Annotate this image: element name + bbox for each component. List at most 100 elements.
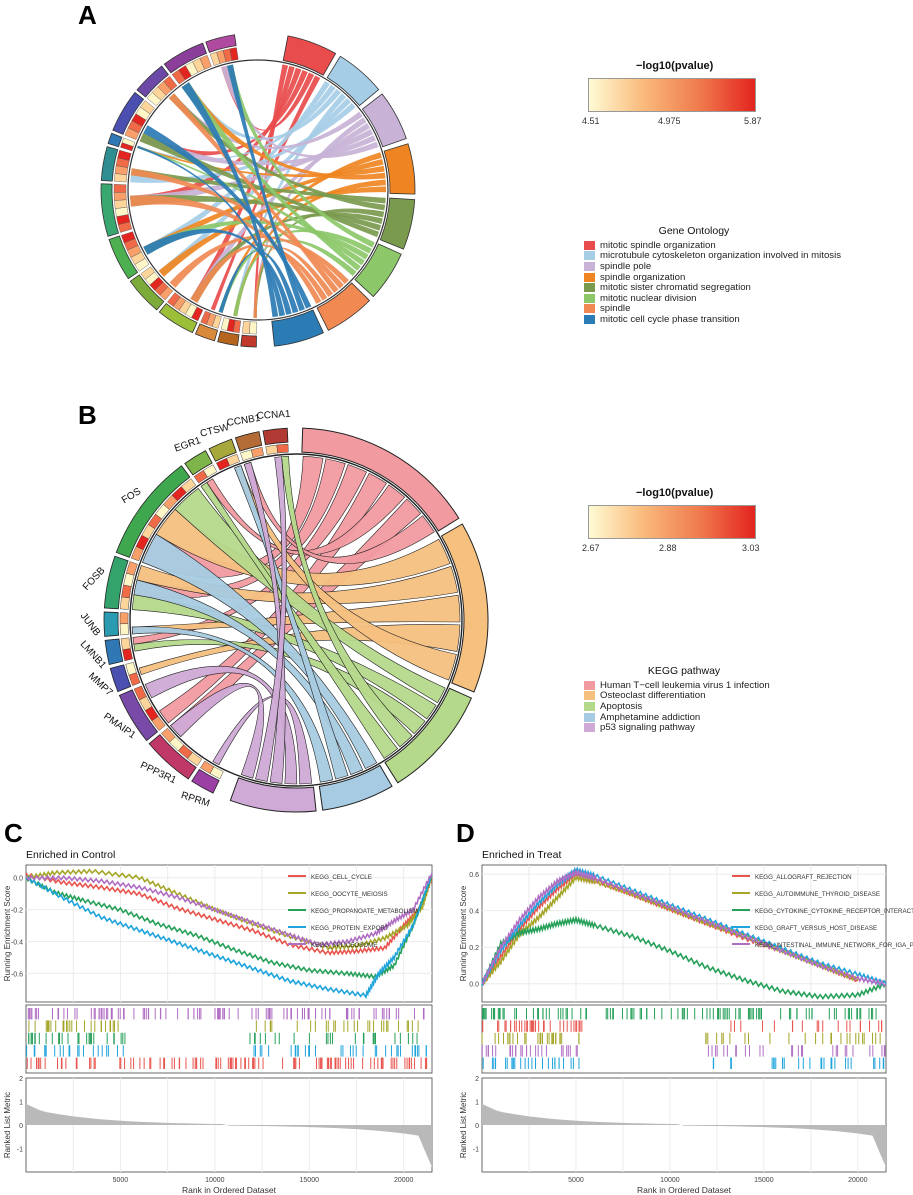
gene-sector [129,274,165,311]
inner-ring [127,59,389,321]
panel-label-b: B [78,400,97,430]
kegg-ribbon [142,533,378,770]
y2-axis-label: Ranked List Metric [3,1092,12,1158]
heat-cell [161,727,176,743]
legend-go-label: mitotic cell cycle phase transition [600,313,740,325]
go-ribbon [137,145,385,178]
gsea-legend-label: KEGG_PROPANOATE_METABOLISM [311,908,418,915]
gene-sector [191,768,220,794]
gene-sector [100,146,119,182]
gene-label: EGR1 [173,435,203,454]
kegg-ribbon [133,579,364,775]
chord-diagram-kegg: RPRMPPP3R1PMAIP1MMP7LMNB1JUNBFOSBFOSEGR1… [78,409,489,813]
heat-cell [200,310,211,325]
heat-cell [114,199,128,209]
go-ribbon [218,250,299,314]
chord-ribbons [130,64,386,318]
go-ribbon [226,64,305,312]
y-tick-label: 0.0 [13,876,23,883]
gsea-legend-label: KEGG_CELL_CYCLE [311,874,372,881]
go-ribbon [210,75,321,311]
colorbar-b-tick-min: 2.67 [582,543,600,553]
y2-tick-label: 2 [475,1076,479,1083]
y2-axis-label: Ranked List Metric [459,1092,468,1158]
heat-cell [226,453,240,466]
x-tick-label: 10000 [660,1177,680,1184]
legend-go-title: Gene Ontology [658,225,730,237]
y2-tick-label: 0 [19,1123,23,1130]
gene-sector [234,431,263,452]
heat-cell [249,321,257,335]
legend-go-item: mitotic cell cycle phase transition [584,314,884,325]
y-tick-label: -0.2 [11,908,23,915]
y2-tick-label: 0 [475,1123,479,1130]
gsea-title: Enriched in Control [26,849,115,861]
gene-sector [262,427,289,446]
x-tick-label: 15000 [754,1177,774,1184]
legend-kegg: KEGG pathway Human T−cell leukemia virus… [584,665,884,733]
x-tick-label: 5000 [568,1177,584,1184]
y-tick-label: 0.6 [469,872,479,879]
heat-cell [265,444,278,455]
legend-kegg-label: Amphetamine addiction [600,711,701,723]
gene-sector [104,638,124,665]
heat-cell [113,192,127,201]
gene-sector [208,438,237,462]
go-term-sector [379,197,416,250]
x-tick-label: 20000 [848,1177,868,1184]
legend-go-item: mitotic nuclear division [584,293,884,304]
legend-go-label: spindle [600,303,631,315]
heat-cell [120,596,130,610]
legend-go-label: mitotic sister chromatid segregation [600,282,751,294]
legend-go-item: mitotic spindle organization [584,240,884,251]
gene-sector [184,450,213,476]
gene-sector [205,34,237,53]
heat-cell [220,317,230,331]
legend-go-swatch [584,272,595,282]
gene-sector [194,323,219,342]
legend-go-label: microtubule cytoskeleton organization in… [600,250,842,262]
gene-label: JUNB [78,611,103,639]
colorbar-title-b: −log10(pvalue) [636,487,714,499]
heat-cell [242,320,251,334]
gene-label: CCNB1 [226,413,262,429]
heat-cell [203,464,218,478]
es-curve [25,874,433,980]
heat-cell [120,637,131,651]
heat-cell [121,231,136,244]
chord-sectors [100,34,416,348]
chord-diagram-go [100,34,416,348]
heat-cell [276,443,289,454]
gsea-legend-label: KEGG_AUTOIMMUNE_THYROID_DISEASE [755,891,880,898]
legend-go-swatch [584,293,595,303]
colorbar-b-tick-mid: 2.88 [659,543,677,553]
go-ribbon [143,81,331,255]
legend-kegg-label: Osteoclast differentiation [600,690,706,702]
legend-kegg-label: p53 signaling pathway [600,722,695,734]
y-tick-label: 0.4 [469,909,479,916]
kegg-ribbon [234,465,349,780]
colorbar-a [588,78,756,112]
legend-go-label: mitotic nuclear division [600,292,697,304]
kegg-term-sector [318,764,393,811]
legend-go-label: spindle pole [600,260,652,272]
gsea-legend-label: KEGG_ALLOGRAFT_REJECTION [755,874,852,881]
go-term-sector [282,35,337,76]
gsea-plot-control: Enriched in Control 0.0 -0.2 -0.4 -0.6Runnin… [3,849,433,1195]
legend-kegg-item: Human T−cell leukemia virus 1 infection [584,680,884,691]
legend-kegg-swatch [584,701,595,711]
heat-cell [121,137,136,147]
legend-go-item: spindle [584,303,884,315]
legend-go-swatch [584,283,595,293]
go-term-sector [383,143,416,195]
panel-label-a: A [78,0,97,30]
y2-tick-label: -1 [473,1147,479,1154]
legend-kegg-swatch [584,712,595,722]
y-tick-label: -0.6 [11,971,23,978]
gsea-legend-label: KEGG_GRAFT_VERSUS_HOST_DISEASE [755,925,877,932]
heat-cell [121,584,132,599]
gene-sector [107,132,123,148]
heat-cell [180,478,197,493]
kegg-ribbon [144,665,298,785]
heat-cell [140,100,155,115]
